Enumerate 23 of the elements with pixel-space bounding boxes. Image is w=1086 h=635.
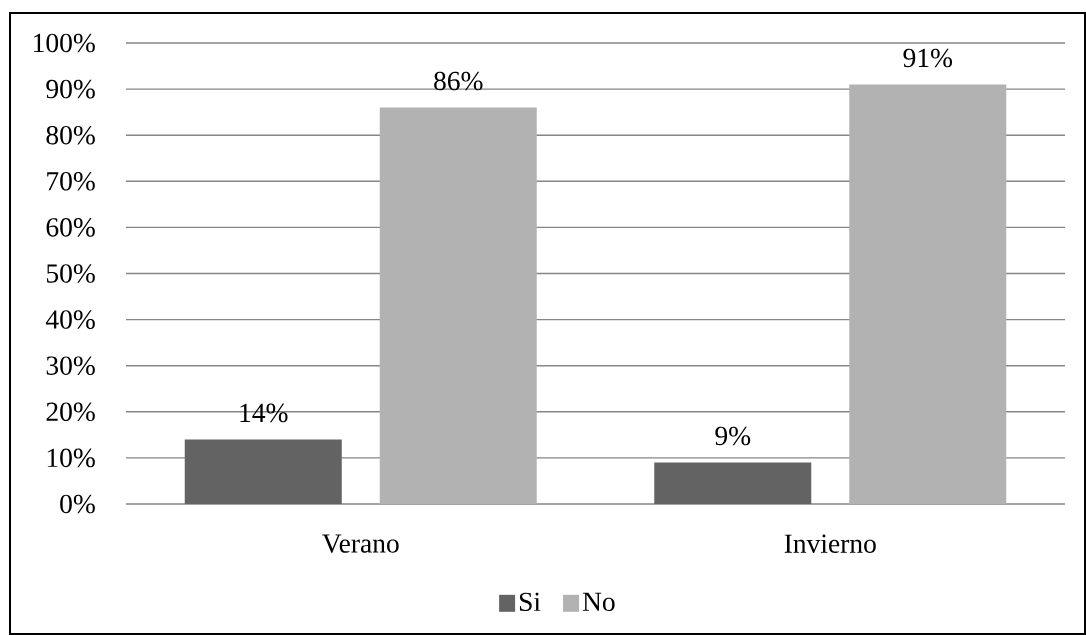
y-tick-label: 40% xyxy=(45,310,95,329)
y-tick-label: 70% xyxy=(47,171,95,191)
data-label: 9% xyxy=(715,426,751,446)
y-tick-label: 30% xyxy=(46,356,95,376)
y-tick-label: 0% xyxy=(60,494,95,514)
y-tick-label: 80% xyxy=(46,125,95,145)
x-tick-label: Invierno xyxy=(784,534,876,553)
y-tick-label: 50% xyxy=(46,264,95,283)
bar xyxy=(184,439,342,504)
y-tick-label: 20% xyxy=(46,402,95,422)
data-label: 91% xyxy=(903,48,953,68)
y-tick-label: 10% xyxy=(47,448,95,468)
data-label: 14% xyxy=(240,403,288,423)
legend-label: Si xyxy=(519,592,541,612)
legend-label: No xyxy=(582,592,615,612)
data-label: 86% xyxy=(434,71,483,91)
y-tick-label: 60% xyxy=(46,218,95,237)
bar xyxy=(654,462,812,504)
x-tick-label: Verano xyxy=(322,534,399,553)
y-tick-label: 100% xyxy=(34,33,95,53)
y-tick-label: 90% xyxy=(46,79,95,99)
bar xyxy=(849,84,1007,504)
bar xyxy=(379,107,537,504)
